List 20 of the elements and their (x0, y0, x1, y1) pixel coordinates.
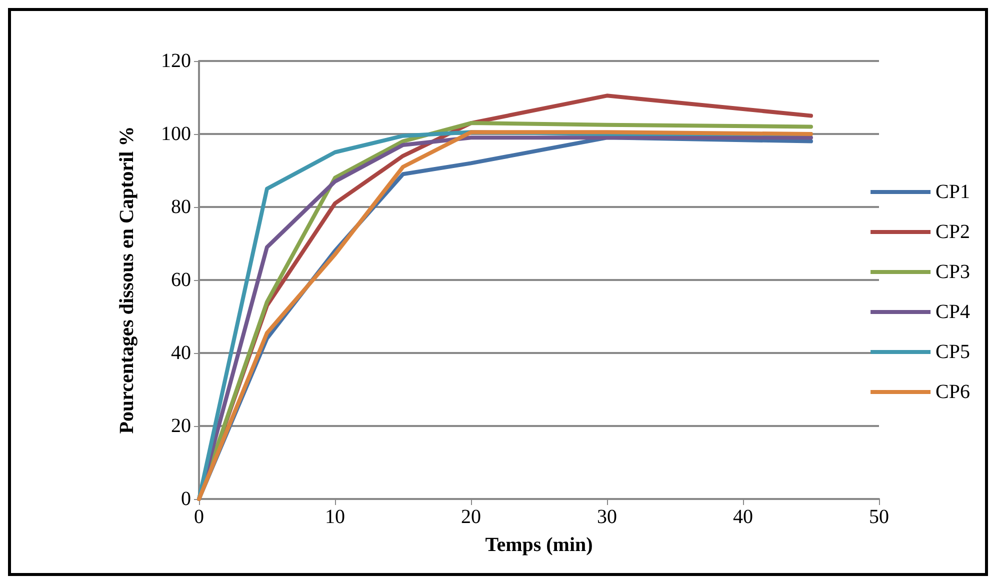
x-tick-label: 20 (461, 506, 481, 528)
y-tick-label: 60 (171, 269, 191, 291)
legend-label: CP3 (936, 261, 970, 283)
x-tick-label: 10 (325, 506, 345, 528)
legend-label: CP6 (936, 381, 970, 403)
legend-label: CP5 (936, 341, 970, 363)
y-tick-label: 120 (161, 50, 191, 72)
y-tick-label: 0 (181, 488, 191, 510)
x-tick-label: 50 (869, 506, 889, 528)
legend-label: CP2 (936, 221, 970, 243)
y-axis-title: Pourcentages dissous en Captoril % (116, 126, 138, 434)
legend-label: CP1 (936, 181, 970, 203)
x-tick-label: 30 (597, 506, 617, 528)
y-tick-label: 100 (161, 123, 191, 145)
legend-label: CP4 (936, 301, 970, 323)
y-tick-label: 80 (171, 196, 191, 218)
x-tick-label: 40 (733, 506, 753, 528)
y-tick-label: 40 (171, 342, 191, 364)
x-axis-title: Temps (min) (485, 534, 593, 556)
y-tick-label: 20 (171, 415, 191, 437)
